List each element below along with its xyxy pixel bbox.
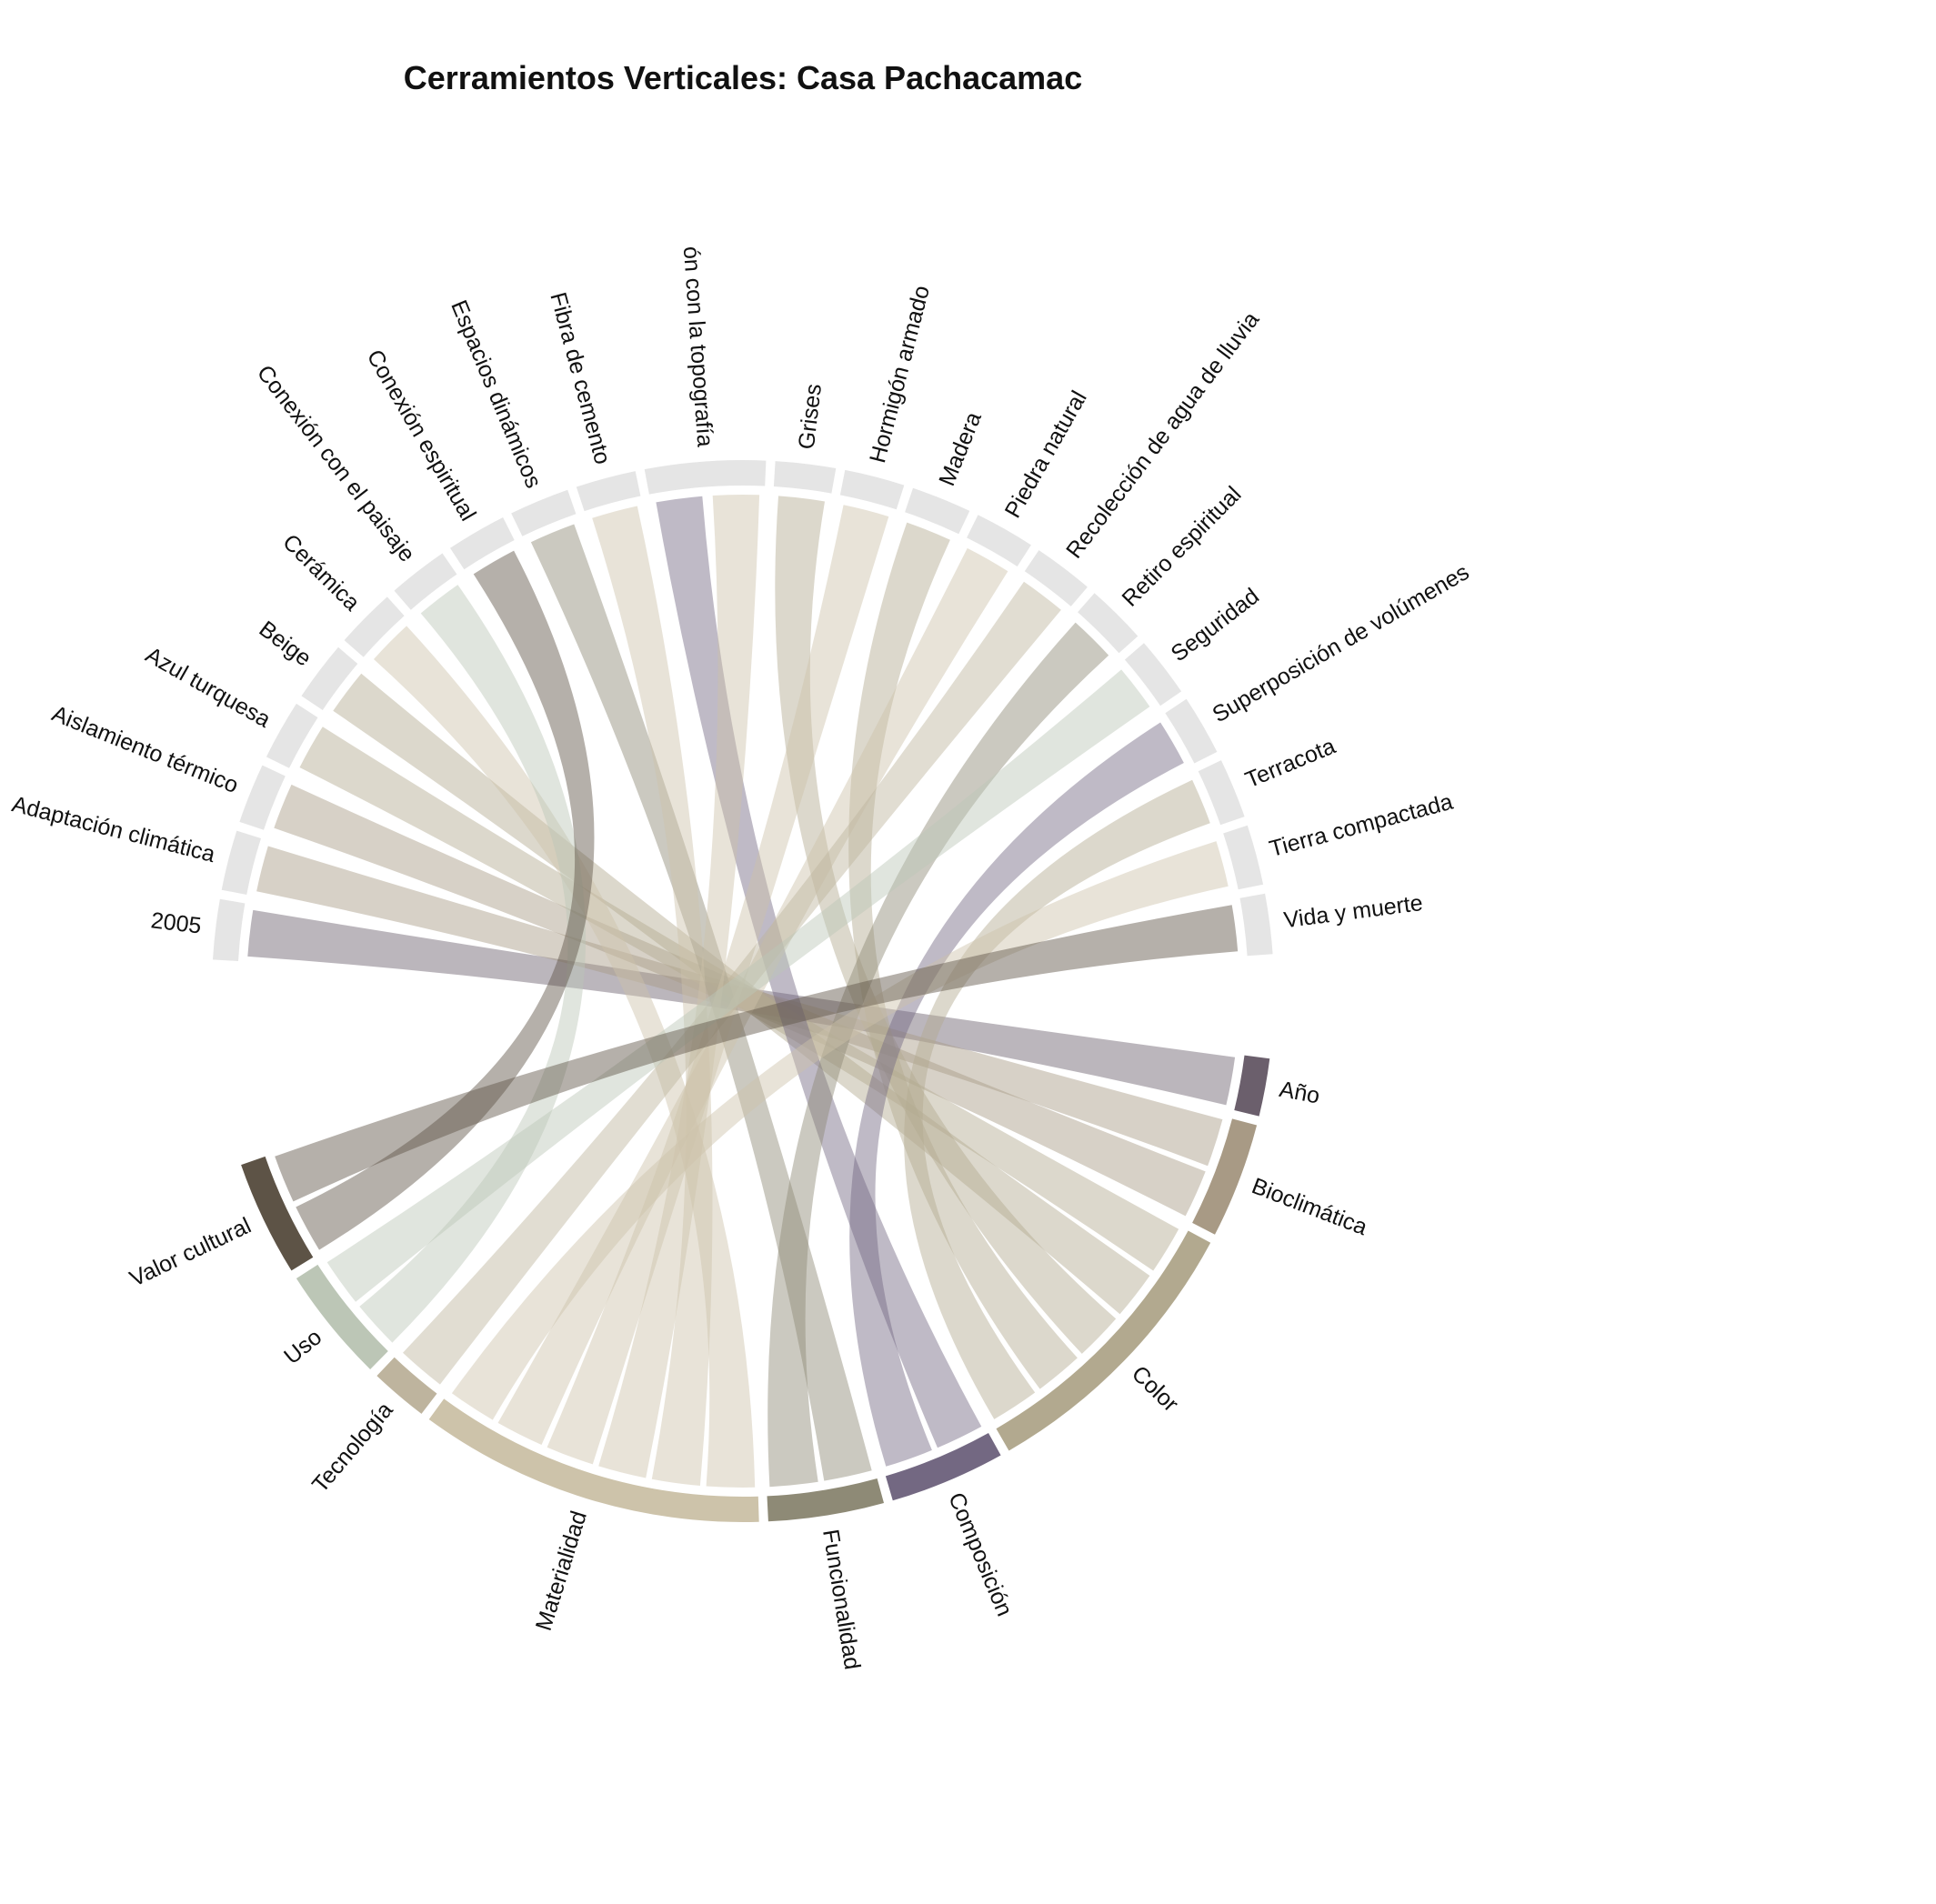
label-espacios-dinamicos: Espacios dinámicos — [446, 296, 547, 492]
arc-vida-y-muerte — [1239, 893, 1273, 957]
ribbon-conexion-con-el-paisaje-to-uso — [359, 585, 587, 1343]
ribbon-tierra-compactada-to-materialidad — [451, 841, 1229, 1420]
arc-superposicion-de-volumenes — [1165, 698, 1218, 764]
label-retiro-espiritual: Retiro espiritual — [1117, 482, 1246, 612]
ribbon-aislamiento-termico-to-bioclimatica — [274, 784, 1206, 1217]
arc-ano — [1234, 1055, 1270, 1117]
arc-uso — [296, 1264, 388, 1369]
chart-title: Cerramientos Verticales: Casa Pachacamac — [404, 59, 1082, 96]
arc-bioclimatica — [1192, 1118, 1258, 1235]
label-vida-y-muerte: Vida y muerte — [1282, 890, 1424, 933]
arc-recoleccion-de-agua-de-lluvia — [1024, 550, 1088, 606]
arc-materialidad — [428, 1398, 759, 1522]
arc-tierra-compactada — [1223, 825, 1264, 890]
label-tecnologia: Tecnología — [307, 1398, 398, 1498]
ribbon-ceramica-to-materialidad — [374, 626, 756, 1488]
ribbon-grises-to-color — [775, 496, 1117, 1354]
arc-grises — [773, 461, 837, 494]
ribbon-2005-to-ano — [247, 909, 1236, 1106]
label-ano: Año — [1278, 1077, 1322, 1109]
label-piedra-natural: Piedra natural — [1000, 386, 1092, 522]
label-2005: 2005 — [149, 907, 203, 938]
arc-beige — [301, 646, 358, 710]
arc-madera — [905, 487, 970, 535]
ribbon-madera-to-color — [848, 522, 1078, 1389]
ribbon-beige-to-color — [333, 673, 1150, 1315]
label-materialidad: Materialidad — [531, 1508, 592, 1633]
label-bioclimatica: Bioclimática — [1249, 1173, 1371, 1240]
label-beige: Beige — [255, 616, 316, 672]
ribbon-fibra-de-cemento-to-materialidad — [592, 506, 713, 1486]
ribbon-integracion-con-la-topografia-to-composicion — [656, 496, 982, 1448]
ribbon-azul-turquesa-to-color — [299, 727, 1179, 1271]
label-color: Color — [1127, 1361, 1183, 1418]
arc-integracion-con-la-topografia — [644, 460, 767, 495]
label-recoleccion-de-agua-de-lluvia: Recolección de agua de lluvia — [1061, 307, 1264, 564]
label-hormigon-armado: Hormigón armado — [865, 283, 935, 466]
ribbon-adaptacion-climatica-to-bioclimatica — [256, 846, 1223, 1167]
arc-seguridad — [1124, 643, 1182, 706]
arcs-layer — [213, 460, 1273, 1522]
arc-hormigon-armado — [839, 469, 905, 510]
label-integracion-con-la-topografia: ón con la topografía — [678, 246, 718, 448]
label-composicion: Composición — [943, 1488, 1018, 1619]
label-fibra-de-cemento: Fibra de cemento — [545, 289, 615, 466]
arc-valor-cultural — [241, 1156, 314, 1271]
ribbon-espacios-dinamicos-to-funcionalidad — [530, 524, 872, 1481]
arc-adaptacion-climatica — [221, 830, 261, 895]
arc-azul-turquesa — [266, 703, 318, 768]
arc-espacios-dinamicos — [511, 489, 577, 536]
arc-composicion — [885, 1433, 1001, 1501]
label-valor-cultural: Valor cultural — [125, 1213, 255, 1292]
arc-funcionalidad — [767, 1478, 884, 1522]
label-grises: Grises — [794, 383, 827, 451]
label-tierra-compactada: Tierra compactada — [1267, 789, 1456, 862]
label-uso: Uso — [279, 1324, 326, 1369]
ribbon-terracota-to-color — [904, 779, 1210, 1419]
arc-terracota — [1198, 760, 1245, 826]
arc-conexion-espiritual — [450, 517, 515, 570]
arc-conexion-con-el-paisaje — [394, 553, 457, 610]
label-madera: Madera — [934, 408, 987, 489]
label-aislamiento-termico: Aislamiento térmico — [48, 701, 242, 798]
label-adaptacion-climatica: Adaptación climática — [9, 791, 217, 867]
label-ceramica: Cerámica — [277, 529, 365, 616]
ribbon-piedra-natural-to-materialidad — [497, 547, 1008, 1445]
label-terracota: Terracota — [1242, 733, 1339, 793]
arc-ceramica — [344, 596, 405, 657]
ribbon-integracion-con-la-topografia-to-materialidad — [598, 494, 760, 1478]
ribbon-seguridad-to-uso — [326, 669, 1150, 1302]
label-funcionalidad: Funcionalidad — [818, 1528, 865, 1671]
arc-color — [996, 1230, 1211, 1451]
label-azul-turquesa: Azul turquesa — [141, 642, 275, 733]
arc-piedra-natural — [967, 515, 1031, 566]
ribbon-hormigon-armado-to-materialidad — [547, 505, 889, 1465]
ribbons-layer — [247, 494, 1239, 1488]
arc-fibra-de-cemento — [576, 471, 641, 512]
label-seguridad: Seguridad — [1167, 584, 1264, 667]
ribbon-vida-y-muerte-to-valor-cultural — [275, 905, 1239, 1202]
arc-2005 — [213, 898, 246, 961]
arc-retiro-espiritual — [1078, 593, 1139, 654]
arc-tecnologia — [376, 1357, 437, 1414]
ribbon-superposicion-de-volumenes-to-composicion — [849, 722, 1184, 1467]
ribbon-recoleccion-de-agua-de-lluvia-to-tecnologia — [403, 581, 1061, 1385]
arc-aislamiento-termico — [239, 765, 286, 830]
ribbon-retiro-espiritual-to-funcionalidad — [767, 622, 1109, 1488]
